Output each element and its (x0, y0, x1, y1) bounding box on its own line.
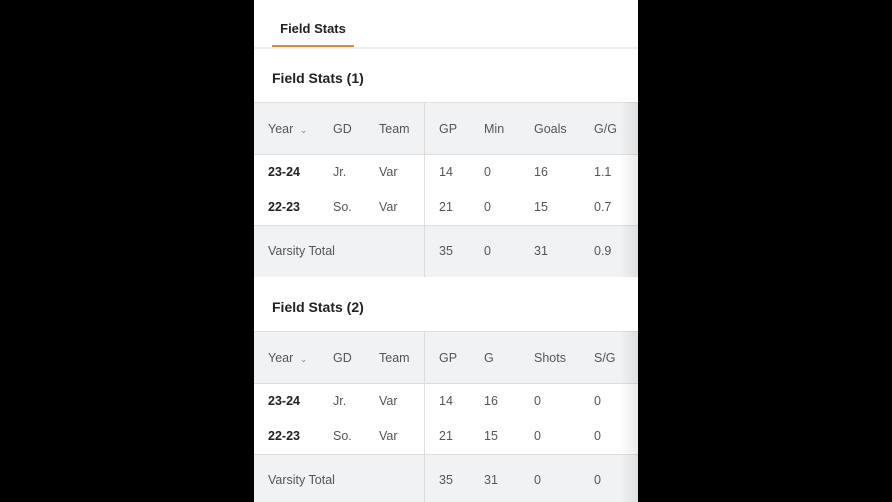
section-title: Field Stats (2) (272, 299, 364, 315)
table-cell: 15 (484, 429, 498, 443)
table-cell: 14 (439, 165, 453, 179)
column-header[interactable]: GP (439, 122, 458, 136)
stats-table: Year ⌄ GD Team GP Min Goals G/G 23-24 Jr. Var 14 0 1… (254, 102, 638, 277)
column-header[interactable]: Year ⌄ (268, 351, 308, 365)
column-header[interactable]: Shots (534, 351, 566, 365)
table-cell: 14 (439, 394, 453, 408)
table-cell: 0 (534, 429, 541, 443)
stats-panel: Field Stats Field Stats (1) Year ⌄ GD Team… (254, 0, 638, 502)
table-cell: Var (379, 165, 398, 179)
total-cell: 0.9 (594, 244, 612, 258)
column-header[interactable]: Year ⌄ (268, 122, 308, 136)
section-title: Field Stats (1) (272, 70, 364, 86)
table-cell: Jr. (333, 394, 347, 408)
column-header[interactable]: Team (379, 351, 410, 365)
table-cell: 0 (594, 394, 601, 408)
table-cell: 0 (484, 200, 491, 214)
table-cell: Jr. (333, 165, 347, 179)
total-cell: 0 (484, 244, 491, 258)
table-header: Year ⌄ GD Team GP G Shots S/G (254, 331, 638, 384)
table-cell: 22-23 (268, 200, 300, 214)
chevron-down-icon: ⌄ (299, 125, 308, 135)
tab-field-stats[interactable]: Field Stats (272, 21, 354, 47)
table-cell: So. (333, 200, 352, 214)
total-cell: 0 (534, 473, 541, 487)
table-cell: 16 (484, 394, 498, 408)
column-header[interactable]: Goals (534, 122, 567, 136)
column-header[interactable]: GD (333, 122, 352, 136)
scroll-shadow (620, 102, 638, 277)
column-header[interactable]: Min (484, 122, 505, 136)
table-cell: Var (379, 200, 398, 214)
total-cell: 0 (594, 473, 601, 487)
scroll-shadow (620, 331, 638, 502)
total-cell: 35 (439, 473, 453, 487)
column-divider (424, 102, 425, 277)
total-row: Varsity Total 35 31 0 0 (254, 454, 638, 502)
table-cell: 0 (594, 429, 601, 443)
total-row: Varsity Total 35 0 31 0.9 (254, 225, 638, 277)
table-cell: 21 (439, 200, 453, 214)
table-cell: 0 (484, 165, 491, 179)
table-cell: 15 (534, 200, 548, 214)
table-cell: 23-24 (268, 165, 300, 179)
total-cell: 31 (484, 473, 498, 487)
table-cell: 22-23 (268, 429, 300, 443)
column-header[interactable]: G (484, 351, 494, 365)
chevron-down-icon: ⌄ (299, 354, 308, 364)
table-cell: 0.7 (594, 200, 612, 214)
table-cell: So. (333, 429, 352, 443)
column-header[interactable]: GP (439, 351, 458, 365)
column-header[interactable]: S/G (594, 351, 616, 365)
table-cell: Var (379, 394, 398, 408)
column-divider (424, 331, 425, 502)
stats-table: Year ⌄ GD Team GP G Shots S/G 23-24 Jr. Var 14 16 0 0… (254, 331, 638, 502)
table-header: Year ⌄ GD Team GP Min Goals G/G (254, 102, 638, 155)
table-cell: 21 (439, 429, 453, 443)
total-cell: 35 (439, 244, 453, 258)
table-cell: Var (379, 429, 398, 443)
table-cell: 16 (534, 165, 548, 179)
table-cell: 0 (534, 394, 541, 408)
column-header[interactable]: Team (379, 122, 410, 136)
total-label: Varsity Total (268, 473, 335, 487)
tab-bar: Field Stats (254, 0, 638, 49)
table-cell: 1.1 (594, 165, 612, 179)
table-cell: 23-24 (268, 394, 300, 408)
total-label: Varsity Total (268, 244, 335, 258)
table-body: 23-24 Jr. Var 14 16 0 0 22-23 So. Var 21 15 0 0 (254, 384, 638, 454)
column-header[interactable]: GD (333, 351, 352, 365)
total-cell: 31 (534, 244, 548, 258)
column-header[interactable]: G/G (594, 122, 617, 136)
table-body: 23-24 Jr. Var 14 0 16 1.1 22-23 So. Var 21 0 15 0.7 (254, 155, 638, 225)
